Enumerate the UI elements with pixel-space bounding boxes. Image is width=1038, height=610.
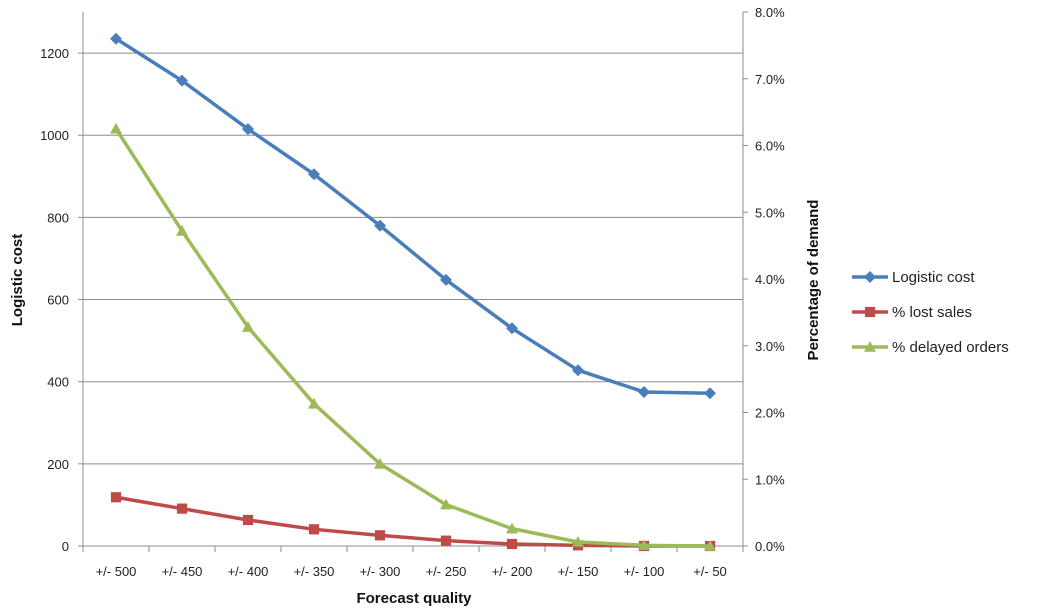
x-tick-label: +/- 350 <box>294 564 335 579</box>
x-tick-label: +/- 50 <box>693 564 727 579</box>
data-point-square <box>110 492 122 503</box>
data-point-diamond <box>638 385 650 398</box>
data-point-triangle <box>638 539 650 551</box>
x-tick-label: +/- 100 <box>624 564 665 579</box>
data-point-diamond <box>110 32 122 45</box>
data-point-diamond <box>440 273 452 286</box>
data-point-triangle <box>572 535 584 547</box>
tick-labels: 0 200 400 600 800 1000 1200 0.0% 1.0% 2.0% 3.0% 4.0… <box>40 5 785 579</box>
axes <box>78 11 748 552</box>
data-point-diamond <box>176 74 188 87</box>
y2-tick-label: 5.0% <box>755 205 785 220</box>
x-tick-label: +/- 200 <box>492 564 533 579</box>
data-point-triangle <box>308 397 320 409</box>
data-point-square <box>242 514 254 526</box>
data-point-square <box>308 524 320 535</box>
y-axis-title: Logistic cost <box>9 234 26 327</box>
x-axis-title: Forecast quality <box>356 590 472 607</box>
data-point-triangle <box>440 498 452 510</box>
x-tick-label: +/- 500 <box>96 564 137 579</box>
data-point-square <box>176 503 188 514</box>
y-tick-label: 1000 <box>40 128 69 143</box>
data-point-square <box>864 306 876 318</box>
y-tick-label: 1200 <box>40 46 69 61</box>
y-tick-label: 0 <box>62 539 69 554</box>
plot-area <box>110 32 716 552</box>
data-point-triangle <box>242 321 254 332</box>
x-tick-label: +/- 150 <box>558 564 599 579</box>
data-point-diamond <box>506 322 518 335</box>
y2-tick-label: 4.0% <box>755 272 785 287</box>
data-point-triangle <box>374 457 386 469</box>
data-point-square <box>374 530 386 541</box>
y-tick-label: 800 <box>47 210 69 225</box>
data-point-triangle <box>110 122 122 134</box>
x-tick-label: +/- 300 <box>360 564 401 579</box>
y2-tick-label: 1.0% <box>755 472 785 487</box>
series-line <box>114 127 711 548</box>
y-tick-label: 600 <box>47 293 69 308</box>
y2-tick-label: 0.0% <box>755 539 785 554</box>
data-point-triangle <box>176 224 188 236</box>
data-point-triangle <box>506 522 518 534</box>
legend-label: % delayed orders <box>892 339 1009 356</box>
series-line <box>115 37 711 395</box>
gridlines <box>83 52 743 465</box>
data-point-triangle <box>864 341 876 352</box>
data-point-diamond <box>374 219 386 232</box>
legend-label: Logistic cost <box>892 269 975 286</box>
y2-tick-label: 8.0% <box>755 5 785 20</box>
y2-tick-label: 2.0% <box>755 406 785 421</box>
data-point-diamond <box>572 364 584 377</box>
data-point-diamond <box>704 387 716 400</box>
y-tick-label: 200 <box>47 457 69 472</box>
y2-tick-label: 7.0% <box>755 72 785 87</box>
legend: Logistic cost % lost sales % delayed order… <box>852 269 1009 356</box>
x-tick-label: +/- 250 <box>426 564 467 579</box>
x-tick-label: +/- 400 <box>228 564 269 579</box>
y2-axis-title: Percentage of demand <box>805 200 822 361</box>
y2-tick-label: 3.0% <box>755 339 785 354</box>
data-point-square <box>506 538 518 550</box>
data-point-diamond <box>864 271 876 283</box>
x-tick-label: +/- 450 <box>162 564 203 579</box>
data-point-diamond <box>308 168 320 181</box>
data-point-diamond <box>242 123 254 136</box>
y-tick-label: 400 <box>47 375 69 390</box>
data-point-triangle <box>704 540 716 551</box>
y2-tick-label: 6.0% <box>755 139 785 154</box>
series-line <box>115 495 710 548</box>
legend-label: % lost sales <box>892 304 972 321</box>
data-point-square <box>440 535 452 546</box>
